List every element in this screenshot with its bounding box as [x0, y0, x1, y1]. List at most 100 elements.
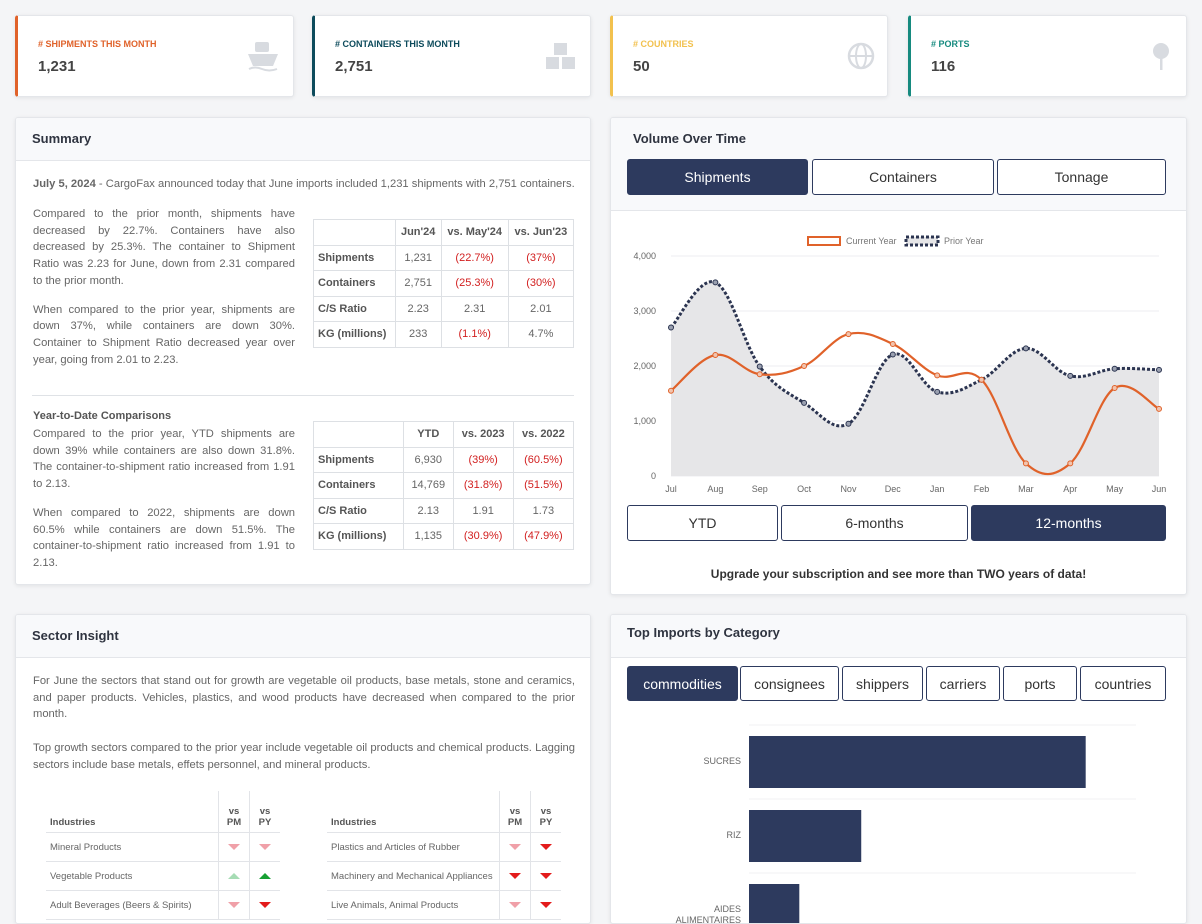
summary-card: Summary July 5, 2024 - CargoFax announce… — [15, 117, 591, 585]
table-cell: 2.01 — [507, 295, 575, 322]
table-cell: (47.9%) — [512, 523, 575, 550]
lead: July 5, 2024 - CargoFax announced today … — [33, 178, 575, 190]
x-tick-label: Nov — [840, 484, 857, 494]
bar-labels: SUCRES RIZ AIDES ALIMENTAIRES — [611, 701, 1186, 923]
lead-text: - CargoFax announced today that June imp… — [95, 178, 575, 190]
table-row: Shipments 6,930 (39%) (60.5%) — [313, 446, 575, 473]
trend-arrow — [228, 843, 240, 850]
divider — [32, 395, 574, 396]
point — [1067, 460, 1074, 467]
header-cell — [313, 219, 396, 246]
globe-icon — [847, 42, 875, 70]
boxes-icon — [546, 43, 575, 69]
tab-button[interactable]: Containers — [812, 159, 994, 195]
sector-table: Industries vs PM vs PY Plastics and Article… — [327, 791, 561, 920]
header-cell — [313, 421, 404, 448]
bar — [749, 810, 862, 862]
tab-button[interactable]: ports — [1003, 666, 1077, 701]
table-row: Adult Beverages (Beers & Spirits) — [46, 890, 280, 920]
x-tick-label: Sep — [752, 484, 768, 494]
header-cell: vs PM — [218, 791, 250, 833]
paragraph: When compared to the prior year, shipmen… — [33, 303, 295, 366]
table-cell: 2.13 — [402, 497, 454, 524]
table-cell: Shipments — [313, 244, 396, 271]
industry-name: Machinery and Mechanical Appliances — [327, 861, 500, 891]
table-row: Plastics and Articles of Rubber — [327, 832, 561, 862]
ytd-table: YTD vs. 2023 vs. 2022 Shipments 6,930 (39%) (6… — [313, 421, 575, 550]
table-cell: 14,769 — [402, 472, 454, 499]
tab-button[interactable]: consignees — [740, 666, 839, 701]
trend-cell — [249, 861, 280, 891]
industry-name: Plastics and Articles of Rubber — [327, 832, 500, 862]
industry-name: Vegetable Products — [46, 861, 219, 891]
point — [978, 376, 985, 383]
trend-arrow — [540, 843, 552, 850]
header-cell: vs PM — [499, 791, 531, 833]
trend-arrow — [540, 872, 552, 879]
table-row: C/S Ratio 2.23 2.31 2.01 — [313, 295, 575, 322]
table-cell: (30%) — [507, 270, 575, 297]
card-title: Summary — [32, 131, 92, 146]
x-tick-label: Oct — [797, 484, 812, 494]
point — [668, 387, 674, 394]
table-row: Shipments 1,231 (22.7%) (37%) — [313, 244, 575, 271]
point — [845, 331, 852, 338]
tab-button[interactable]: shippers — [842, 666, 923, 701]
table-row: Machinery and Mechanical Appliances — [327, 861, 561, 891]
point — [934, 372, 941, 379]
section-title: Year-to-Date Comparisons — [33, 410, 172, 422]
table-cell: (51.5%) — [512, 472, 575, 499]
industry-name: Adult Beverages (Beers & Spirits) — [46, 890, 219, 920]
table-row: Vegetable Products — [46, 861, 280, 891]
kpi-label: # COUNTRIES — [633, 39, 694, 49]
x-tick-label: Dec — [885, 484, 902, 494]
tab-button[interactable]: Shipments — [627, 159, 808, 195]
tab-button[interactable]: Tonnage — [997, 159, 1166, 195]
paragraph: For June the sectors that stand out for … — [33, 675, 575, 721]
kpi-label: # PORTS — [931, 39, 970, 49]
point — [756, 363, 763, 370]
table-row: Mineral Products — [46, 832, 280, 862]
header-cell: Industries — [327, 791, 500, 833]
x-tick-label: Mar — [1018, 484, 1034, 494]
summary-table: Jun'24 vs. May'24 vs. Jun'23 Shipments 1,231… — [313, 219, 575, 348]
y-tick-label: 4,000 — [633, 251, 656, 261]
table-cell: Containers — [313, 472, 404, 499]
table-row: KG (millions) 1,135 (30.9%) (47.9%) — [313, 523, 575, 550]
card-header: Summary — [16, 118, 590, 161]
header-cell: vs. 2023 — [452, 421, 514, 448]
table-row: Containers 14,769 (31.8%) (51.5%) — [313, 472, 575, 499]
tab-button[interactable]: carriers — [926, 666, 1000, 701]
paragraph: Compared to the prior year, YTD shipment… — [33, 428, 295, 491]
table-row: Containers 2,751 (25.3%) (30%) — [313, 270, 575, 297]
table-cell: 233 — [394, 321, 442, 348]
trend-cell — [249, 890, 280, 920]
table-cell: Containers — [313, 270, 396, 297]
upgrade-text: Upgrade your subscription and see more t… — [710, 567, 1087, 581]
trend-arrow — [259, 872, 271, 879]
table-cell: (31.8%) — [452, 472, 514, 499]
trend-cell — [499, 861, 531, 891]
y-tick-label: 2,000 — [633, 361, 656, 371]
point — [934, 388, 941, 395]
y-tick-label: 0 — [651, 471, 656, 481]
trend-cell — [530, 861, 561, 891]
table-cell: 1.73 — [512, 497, 575, 524]
point — [801, 363, 808, 369]
point — [1067, 372, 1074, 379]
range-button[interactable]: 6-months — [781, 505, 968, 541]
range-button[interactable]: 12-months — [971, 505, 1166, 541]
table-cell: (37%) — [507, 244, 575, 271]
card-header: Top Imports by Category — [611, 615, 1186, 658]
y-tick-label: RIZ — [726, 830, 742, 840]
range-button[interactable]: YTD — [627, 505, 778, 541]
paragraph: Top growth sectors compared to the prior… — [33, 742, 575, 771]
table-cell: 2,751 — [394, 270, 442, 297]
pin-icon — [1153, 43, 1169, 70]
tab-button[interactable]: commodities — [627, 666, 738, 701]
y-tick-label: 1,000 — [633, 416, 656, 426]
kpi-label: # CONTAINERS THIS MONTH — [335, 39, 460, 49]
y-tick-label: SUCRES — [703, 756, 741, 766]
tab-button[interactable]: countries — [1080, 666, 1166, 701]
point — [1111, 385, 1118, 391]
